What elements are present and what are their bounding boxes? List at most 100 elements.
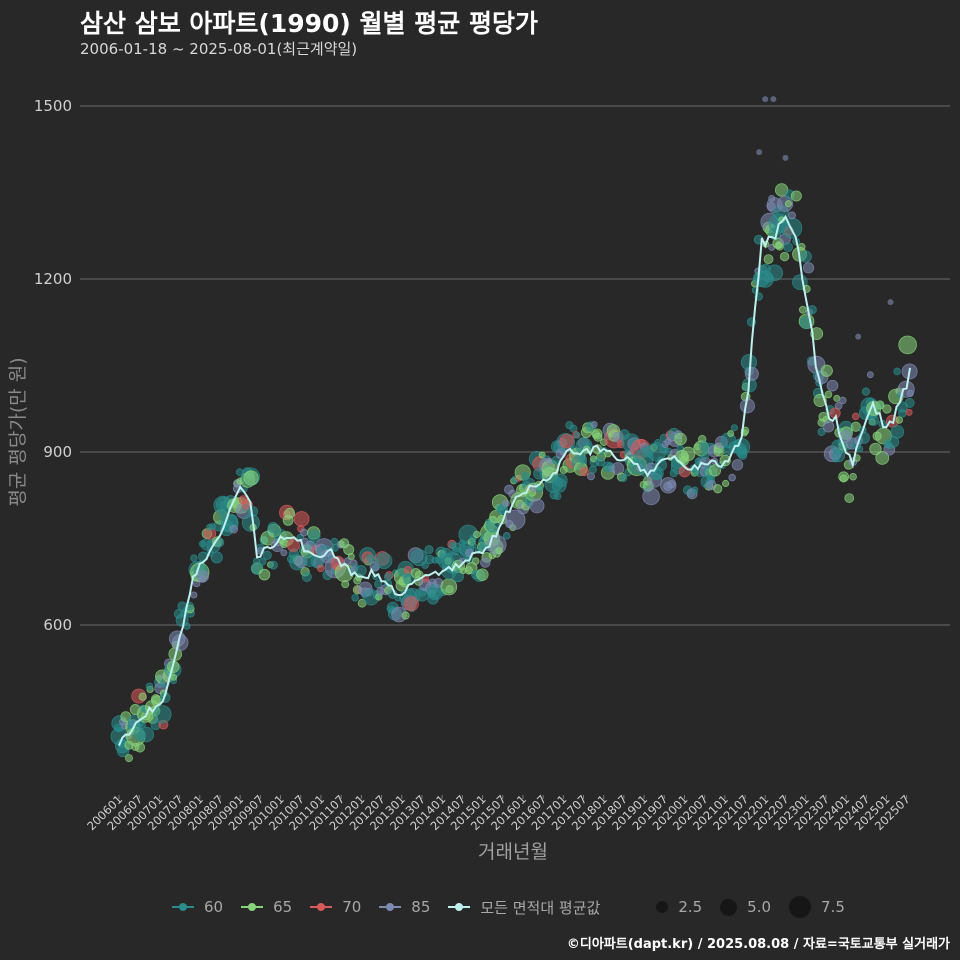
point-size-70 xyxy=(905,408,913,416)
point-size-60 xyxy=(153,705,172,724)
point-outlier xyxy=(887,299,894,306)
footer-credit: ©디아파트(dapt.kr) / 2025.08.08 / 자료=국토교통부 실… xyxy=(566,937,950,952)
point-size-70 xyxy=(316,564,325,573)
legend-size-medium: 5.0 xyxy=(720,898,771,916)
legend-item-70: 70 xyxy=(308,897,361,917)
point-size-60 xyxy=(588,465,597,474)
point-size-85 xyxy=(480,557,491,568)
point-size-85 xyxy=(667,480,676,489)
x-axis-label: 거래년월 xyxy=(478,841,548,863)
point-size-85 xyxy=(731,459,744,471)
point-outlier xyxy=(762,96,769,103)
point-size-60 xyxy=(553,492,562,501)
point-size-85 xyxy=(826,379,839,392)
point-size-60 xyxy=(868,415,880,426)
point-size-65 xyxy=(134,742,146,753)
point-size-65 xyxy=(341,580,350,589)
point-size-65 xyxy=(844,493,855,503)
point-size-60 xyxy=(301,571,312,582)
y-tick-label: 1500 xyxy=(34,97,72,115)
point-size-65 xyxy=(727,430,735,437)
legend-label-60: 60 xyxy=(204,898,224,916)
point-size-60 xyxy=(183,622,191,630)
point-size-60 xyxy=(190,554,198,562)
point-size-85 xyxy=(502,499,510,508)
point-size-65 xyxy=(790,190,802,202)
point-size-85 xyxy=(728,473,736,482)
point-size-65 xyxy=(401,611,410,620)
size-dot-small xyxy=(656,901,669,913)
point-size-65 xyxy=(708,464,722,477)
point-size-65 xyxy=(850,421,861,432)
point-size-85 xyxy=(505,509,526,530)
point-outlier xyxy=(782,154,789,161)
point-size-65 xyxy=(284,507,296,519)
point-size-65 xyxy=(243,470,259,486)
point-size-60 xyxy=(736,446,748,459)
point-size-65 xyxy=(170,673,178,681)
point-size-60 xyxy=(619,474,628,482)
legend-key-average xyxy=(446,897,472,917)
point-size-65 xyxy=(680,446,696,462)
y-tick-label: 900 xyxy=(43,443,72,461)
legend-key-65 xyxy=(239,897,265,917)
point-size-65 xyxy=(472,557,480,565)
point-size-65 xyxy=(763,254,774,265)
point-size-70 xyxy=(404,596,419,612)
legend-key-85 xyxy=(377,897,403,917)
point-size-60 xyxy=(553,473,568,488)
average-line xyxy=(118,214,911,746)
point-size-85 xyxy=(545,457,553,465)
point-size-65 xyxy=(784,200,793,208)
point-size-85 xyxy=(529,498,545,514)
point-size-60 xyxy=(421,561,429,569)
point-size-85 xyxy=(586,472,595,481)
point-size-60 xyxy=(783,242,793,252)
point-size-65 xyxy=(495,547,503,555)
point-size-60 xyxy=(691,486,699,494)
point-size-65 xyxy=(779,251,790,262)
legend: 60 65 70 85 모든 면적대 평균값 2.5 5.0 7.5 xyxy=(170,895,863,919)
point-size-85 xyxy=(906,389,914,398)
y-tick-label: 1200 xyxy=(34,270,72,288)
legend-size-small: 2.5 xyxy=(656,898,702,916)
legend-size-label-medium: 5.0 xyxy=(747,898,772,916)
legend-size-label-large: 7.5 xyxy=(821,898,845,916)
point-size-65 xyxy=(775,241,783,249)
point-size-70 xyxy=(293,511,310,527)
point-size-65 xyxy=(798,305,807,314)
point-size-60 xyxy=(861,387,871,396)
point-size-60 xyxy=(351,593,359,602)
point-outlier xyxy=(855,333,862,340)
point-size-60 xyxy=(138,726,155,743)
point-size-60 xyxy=(428,586,441,599)
point-size-60 xyxy=(904,398,915,408)
point-size-60 xyxy=(890,424,905,439)
gridlines xyxy=(80,105,950,626)
point-size-65 xyxy=(895,416,903,424)
y-axis-label: 평균 평당가(만 원) xyxy=(7,357,29,506)
size-dot-medium xyxy=(720,898,738,916)
legend-size-label-small: 2.5 xyxy=(678,898,703,916)
point-size-60 xyxy=(799,250,812,263)
legend-item-average: 모든 면적대 평균값 xyxy=(446,897,600,918)
point-size-60 xyxy=(654,439,662,447)
point-size-85 xyxy=(190,591,198,599)
scatter-points xyxy=(110,96,918,763)
point-size-65 xyxy=(124,754,133,763)
point-size-65 xyxy=(674,432,687,446)
point-size-65 xyxy=(833,394,841,402)
point-size-60 xyxy=(267,521,279,533)
point-size-85 xyxy=(834,401,843,410)
x-axis-ticks: 2006012006072007012007072008012008072009… xyxy=(84,792,913,833)
point-size-60 xyxy=(451,570,464,583)
point-size-65 xyxy=(839,474,848,483)
point-size-60 xyxy=(595,456,606,467)
legend-label-70: 70 xyxy=(342,898,362,916)
point-size-85 xyxy=(229,524,239,534)
point-size-60 xyxy=(730,424,738,432)
point-size-65 xyxy=(589,455,597,463)
point-size-65 xyxy=(882,404,892,414)
point-size-70 xyxy=(851,412,860,421)
